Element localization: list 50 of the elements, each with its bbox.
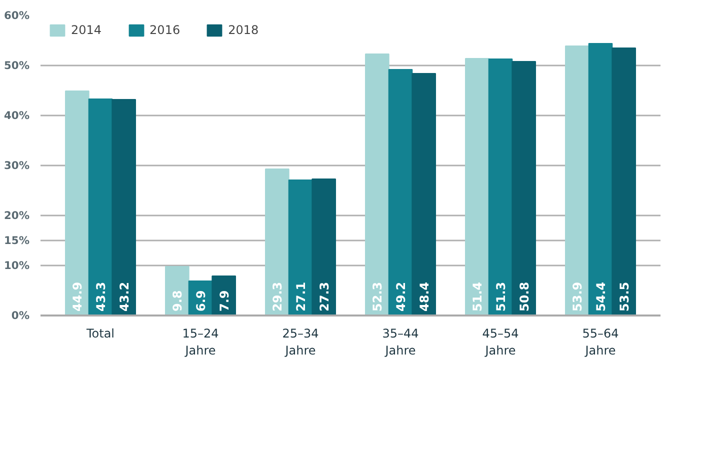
data-label: 44.9	[70, 282, 85, 312]
x-tick-label: 45–54 Jahre	[482, 326, 519, 358]
bar	[412, 73, 436, 316]
y-tick-label: 15%	[4, 234, 30, 247]
x-tick-label: 15–24 Jahre	[182, 326, 219, 358]
y-tick-label: 10%	[4, 259, 30, 272]
x-tick-label: Total	[85, 326, 115, 340]
bar	[88, 98, 113, 316]
y-tick-label: 60%	[4, 9, 30, 22]
bar	[112, 99, 136, 316]
data-label: 43.2	[117, 282, 132, 312]
data-label: 29.3	[270, 282, 285, 312]
bar	[465, 58, 490, 316]
data-label: 50.8	[517, 282, 532, 312]
bar	[488, 58, 513, 316]
data-label: 43.3	[94, 282, 108, 312]
bar	[288, 180, 313, 316]
x-tick-label: 35–44 Jahre	[382, 326, 419, 358]
bar	[612, 48, 636, 316]
bar	[265, 168, 290, 316]
bar	[365, 54, 390, 316]
y-tick-label: 50%	[4, 59, 30, 72]
bar	[65, 90, 90, 316]
bar	[388, 69, 413, 316]
y-tick-label: 0%	[11, 309, 30, 322]
data-label: 51.4	[470, 282, 485, 312]
bar	[565, 46, 590, 316]
bar	[512, 61, 536, 316]
y-tick-label: 20%	[4, 209, 30, 222]
data-label: 49.2	[394, 282, 408, 312]
x-tick-label: 55–64 Jahre	[582, 326, 619, 358]
data-label: 27.3	[317, 282, 332, 312]
legend-label: 2016	[150, 23, 180, 37]
legend-label: 2018	[228, 23, 259, 37]
data-label: 6.9	[194, 290, 208, 312]
legend-label: 2014	[71, 23, 102, 37]
bar	[312, 178, 336, 316]
data-label: 48.4	[417, 282, 432, 312]
y-tick-label: 40%	[4, 109, 30, 122]
data-label: 52.3	[370, 282, 385, 312]
data-label: 53.9	[570, 282, 585, 312]
data-label: 51.3	[494, 282, 508, 312]
data-label: 27.1	[294, 282, 308, 312]
y-tick-label: 30%	[4, 159, 30, 172]
data-label: 9.8	[170, 290, 185, 312]
data-label: 53.5	[617, 282, 632, 312]
x-tick-label: 25–34 Jahre	[282, 326, 319, 358]
bar	[588, 43, 613, 316]
data-label: 54.4	[594, 282, 608, 312]
data-label: 7.9	[217, 290, 232, 312]
